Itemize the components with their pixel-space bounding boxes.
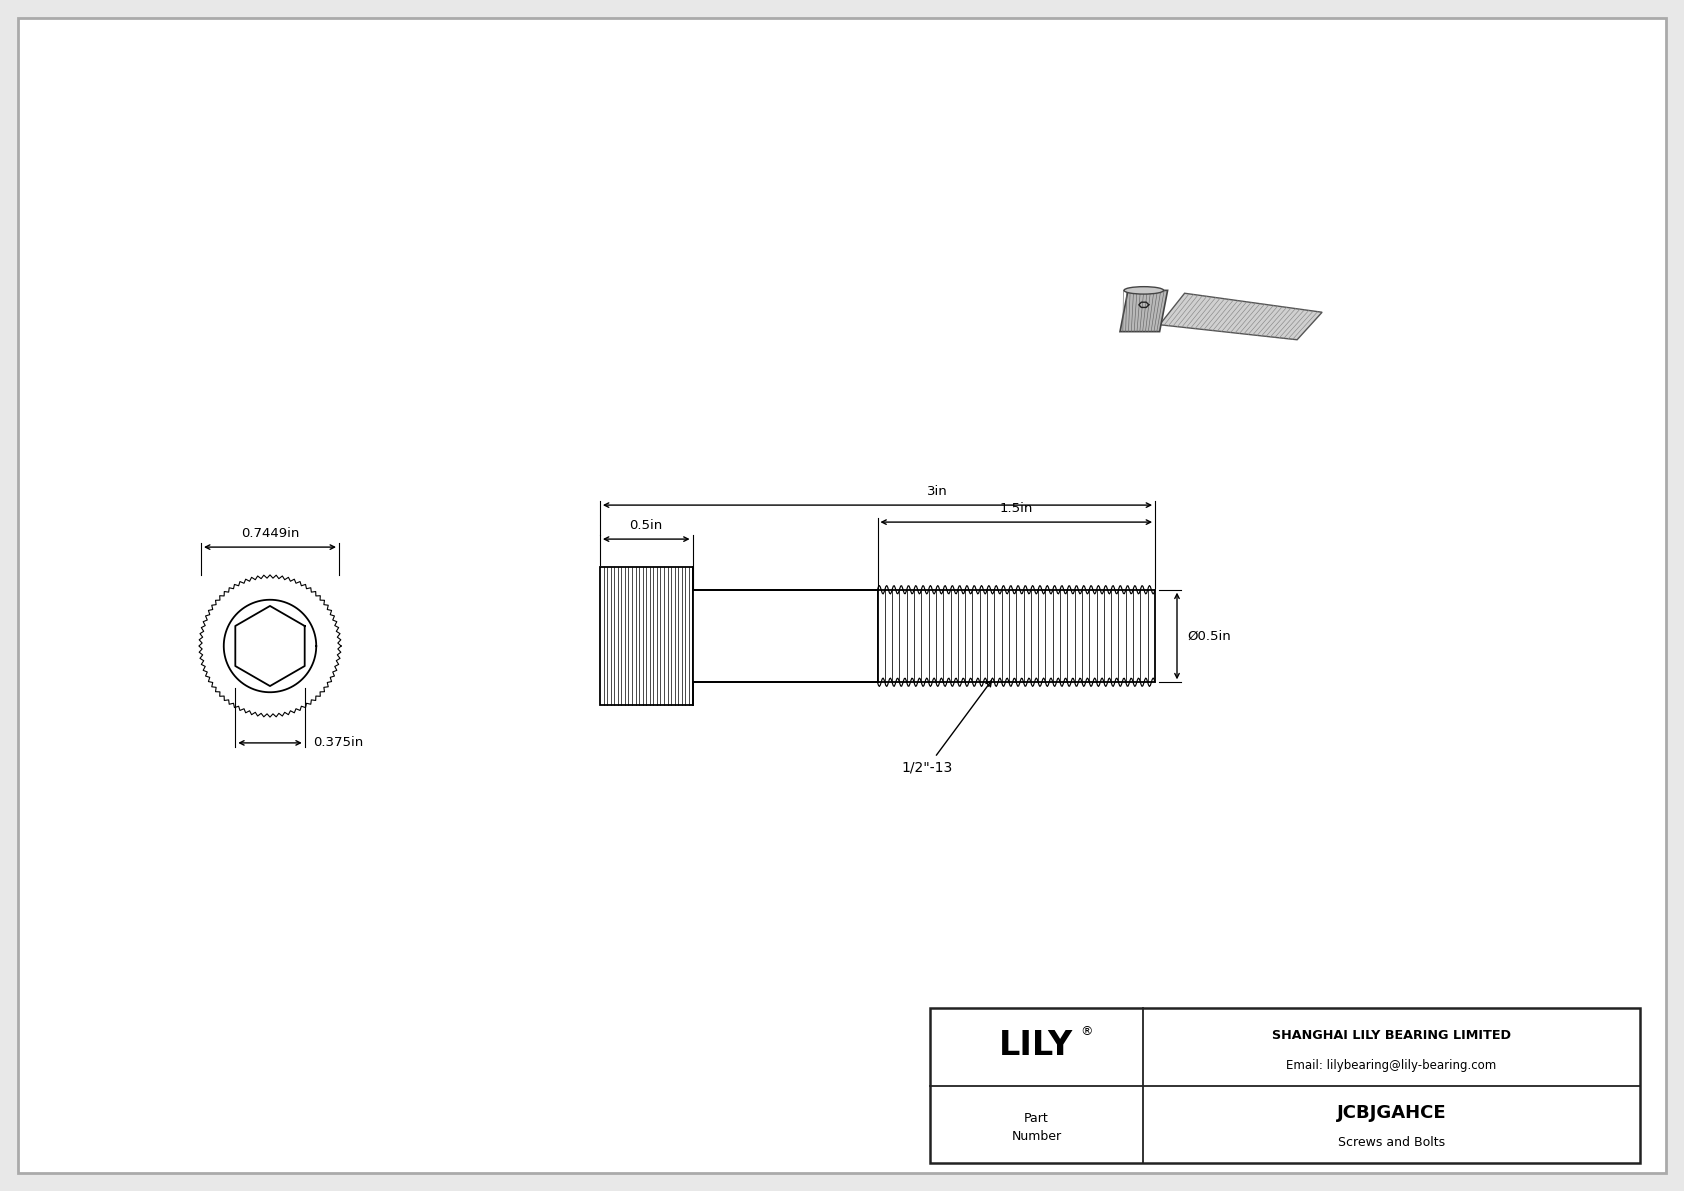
Text: Ø0.5in: Ø0.5in	[1187, 630, 1231, 642]
Text: Email: lilybearing@lily-bearing.com: Email: lilybearing@lily-bearing.com	[1287, 1059, 1497, 1072]
Text: SHANGHAI LILY BEARING LIMITED: SHANGHAI LILY BEARING LIMITED	[1271, 1029, 1511, 1042]
Text: 0.5in: 0.5in	[630, 519, 663, 532]
Text: LILY: LILY	[999, 1029, 1074, 1061]
Bar	[600, 567, 692, 705]
Text: 1.5in: 1.5in	[1000, 503, 1032, 515]
Text: 0.375in: 0.375in	[313, 736, 364, 749]
Bar	[877, 590, 1155, 682]
Bar	[930, 1008, 1640, 1162]
Polygon shape	[1120, 291, 1167, 331]
Text: 0.7449in: 0.7449in	[241, 528, 300, 540]
Text: JCBJGAHCE: JCBJGAHCE	[1337, 1104, 1447, 1122]
Text: Part
Number: Part Number	[1012, 1112, 1061, 1143]
Ellipse shape	[1123, 287, 1164, 294]
Text: 3in: 3in	[928, 485, 948, 498]
Text: Screws and Bolts: Screws and Bolts	[1337, 1136, 1445, 1149]
Polygon shape	[1160, 293, 1322, 339]
Bar	[692, 590, 877, 682]
Text: ®: ®	[1079, 1024, 1093, 1037]
Text: 1/2"-13: 1/2"-13	[903, 681, 992, 774]
